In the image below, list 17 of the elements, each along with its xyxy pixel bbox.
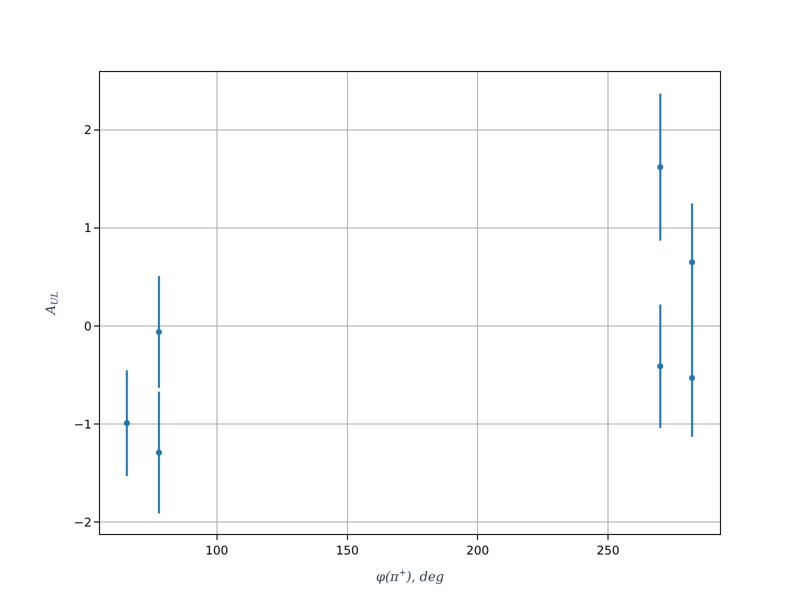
y-tick-label: 0 [84,319,92,334]
point [657,164,664,170]
point [689,259,696,266]
y-tick-label: 1 [84,221,92,236]
point [156,328,162,335]
y-tick-label: −2 [74,515,92,530]
x-tick-label: 200 [466,543,490,558]
point [124,420,130,426]
x-tick-label: 250 [596,543,620,558]
x-axis-title: φ(π$^{+}$), deg [376,568,444,585]
point [657,363,664,370]
point [689,375,696,382]
x-tick-label: 100 [205,543,228,558]
y-tick-label: −1 [74,417,92,432]
y-tick-label: 2 [84,123,92,138]
x-tick-label: 150 [336,543,359,558]
point [156,450,162,456]
